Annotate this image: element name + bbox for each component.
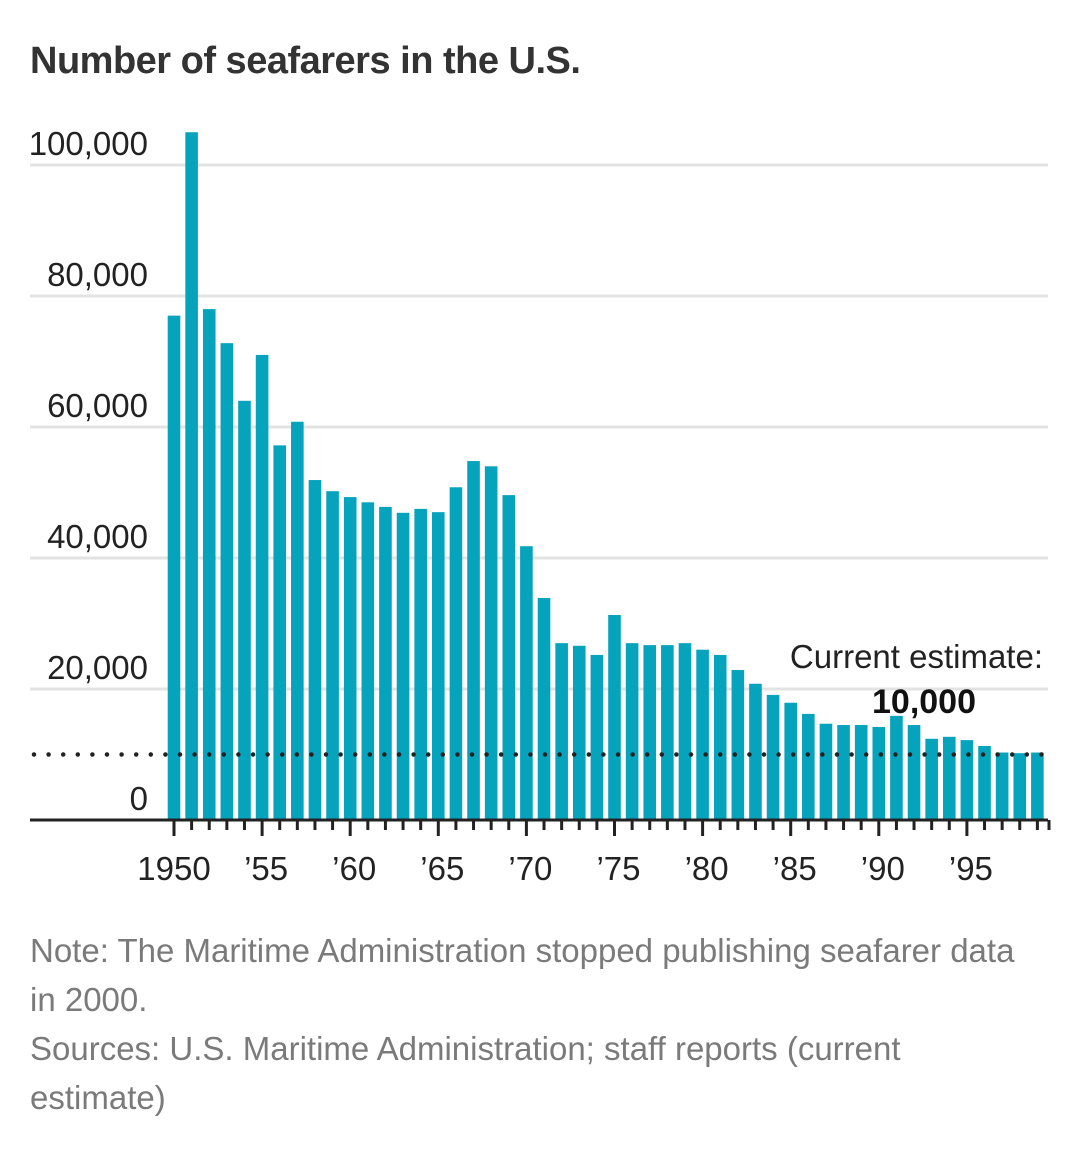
bar-1953: [220, 343, 234, 820]
bar-1973: [572, 645, 586, 820]
y-tick-label: 0: [130, 780, 148, 817]
bar-1967: [467, 461, 480, 820]
bar-1969: [502, 495, 516, 820]
bar-1972: [555, 643, 568, 820]
y-tick-label: 20,000: [47, 649, 148, 686]
sources-text: Sources: U.S. Maritime Administration; s…: [30, 1030, 901, 1116]
bar-1976: [625, 643, 639, 820]
bar-1987: [819, 723, 833, 820]
bar-1996: [978, 745, 991, 820]
bar-1997: [995, 752, 1009, 820]
bar-1994: [942, 736, 956, 820]
bar-1978: [661, 645, 674, 820]
bar-1968: [484, 466, 498, 820]
bar-chart: 0 20,000 40,000 60,000 80,000 100,000 1950 ’55 ’…: [29, 125, 1051, 887]
x-tick-label: ’85: [773, 850, 817, 887]
annotation-label: Current estimate:: [790, 638, 1043, 675]
note-text: Note: The Maritime Administration stoppe…: [30, 932, 1015, 1018]
bar-1986: [802, 713, 815, 820]
bar-1959: [326, 491, 339, 820]
bar-1966: [449, 487, 463, 820]
bar-1951: [185, 132, 198, 820]
bar-1962: [379, 506, 392, 820]
x-tick-label: ’55: [244, 850, 288, 887]
bar-1995: [960, 740, 974, 820]
bar-1950: [167, 315, 181, 820]
bar-1999: [1031, 752, 1044, 820]
bar-1980: [696, 649, 709, 820]
bar-1983: [749, 683, 762, 820]
x-tick-label: ’75: [596, 850, 640, 887]
bar-1992: [907, 725, 921, 820]
x-tick-label: 1950: [137, 850, 210, 887]
bar-1964: [414, 508, 427, 820]
bar-1961: [361, 502, 375, 820]
y-tick-label: 100,000: [29, 125, 148, 162]
bar-1955: [255, 354, 269, 820]
bar-1975: [608, 614, 621, 820]
bar-1998: [1013, 753, 1027, 820]
bar-1965: [432, 512, 445, 820]
bar-1970: [520, 546, 533, 820]
x-tick-label: ’70: [508, 850, 552, 887]
bar-1979: [678, 643, 692, 820]
bar-1952: [202, 309, 216, 820]
chart-notes: Note: The Maritime Administration stoppe…: [30, 926, 1040, 1122]
bar-1971: [537, 597, 551, 820]
bar-1956: [273, 445, 287, 820]
bar-1989: [854, 725, 868, 820]
bar-1985: [784, 702, 797, 820]
bar-1958: [308, 480, 322, 820]
y-tick-label: 40,000: [47, 518, 148, 555]
x-tick-label: ’80: [685, 850, 729, 887]
chart-title: Number of seafarers in the U.S.: [30, 40, 581, 82]
bar-1960: [343, 497, 357, 820]
x-tick-label: ’95: [949, 850, 993, 887]
bar-1963: [396, 512, 410, 820]
x-tick-label: ’90: [861, 850, 905, 887]
bar-1982: [731, 670, 745, 820]
bar-1993: [925, 738, 938, 820]
y-tick-label: 60,000: [47, 387, 148, 424]
y-tick-label: 80,000: [47, 256, 148, 293]
bar-1984: [766, 694, 780, 820]
bar-1988: [837, 725, 850, 820]
bar-1991: [890, 715, 903, 820]
x-tick-label: ’65: [420, 850, 464, 887]
bar-1977: [643, 645, 657, 820]
bar-1954: [238, 400, 251, 820]
bar-1981: [713, 654, 727, 820]
x-tick-label: ’60: [332, 850, 376, 887]
annotation-value: 10,000: [872, 683, 976, 721]
bar-1990: [872, 726, 886, 820]
bar-1957: [291, 421, 304, 820]
bar-1974: [590, 654, 604, 820]
